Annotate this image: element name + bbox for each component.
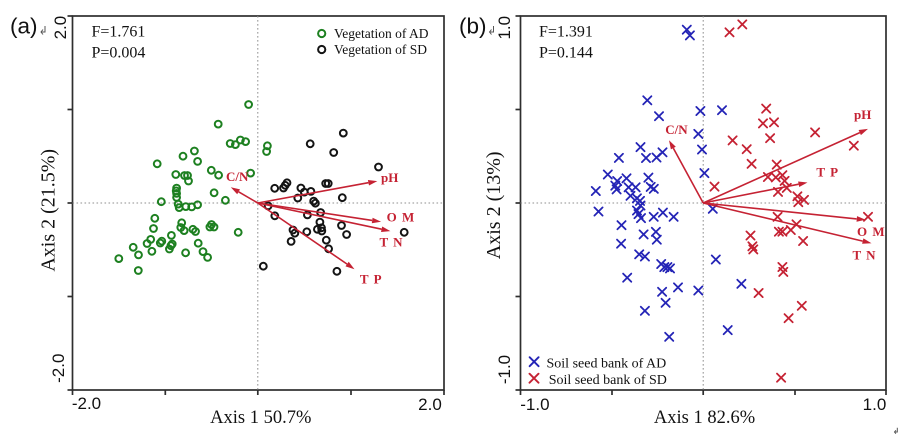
svg-text:Axis 2 (13%): Axis 2 (13%) — [483, 151, 505, 259]
svg-text:(b): (b) — [459, 14, 487, 39]
svg-text:Vegetation of AD: Vegetation of AD — [334, 26, 429, 41]
svg-text:1.0: 1.0 — [495, 16, 514, 40]
svg-text:P=0.004: P=0.004 — [92, 45, 146, 62]
svg-text:Soil seed bank of SD: Soil seed bank of SD — [549, 373, 667, 388]
svg-text:T P: T P — [360, 272, 383, 287]
svg-text:O M: O M — [387, 210, 416, 225]
svg-text:C/N: C/N — [226, 169, 249, 184]
svg-text:2.0: 2.0 — [51, 16, 70, 40]
svg-text:Vegetation of SD: Vegetation of SD — [334, 42, 427, 57]
svg-text:1.0: 1.0 — [863, 395, 887, 414]
svg-text:pH: pH — [381, 170, 398, 185]
svg-text:T P: T P — [816, 165, 839, 180]
svg-text:-1.0: -1.0 — [520, 395, 549, 414]
svg-text:-2.0: -2.0 — [72, 394, 101, 413]
svg-text:F=1.391: F=1.391 — [539, 24, 593, 41]
svg-text:C/N: C/N — [665, 122, 688, 137]
svg-text:-2.0: -2.0 — [49, 354, 68, 383]
svg-text:F=1.761: F=1.761 — [92, 24, 146, 41]
svg-text:Axis 1 82.6%: Axis 1 82.6% — [654, 408, 755, 428]
svg-text:2.0: 2.0 — [418, 395, 442, 414]
svg-text:Axis 2 (21.5%): Axis 2 (21.5%) — [38, 149, 60, 272]
svg-text:-1.0: -1.0 — [495, 355, 514, 384]
svg-text:Axis 1 50.7%: Axis 1 50.7% — [210, 408, 311, 428]
svg-text:T N: T N — [380, 235, 404, 250]
svg-text:pH: pH — [854, 107, 871, 122]
svg-text:O M: O M — [857, 224, 886, 239]
svg-text:Soil seed bank of AD: Soil seed bank of AD — [547, 357, 667, 372]
svg-text:P=0.144: P=0.144 — [539, 45, 593, 62]
svg-text:(a): (a) — [10, 14, 38, 39]
svg-text:T N: T N — [853, 248, 877, 263]
